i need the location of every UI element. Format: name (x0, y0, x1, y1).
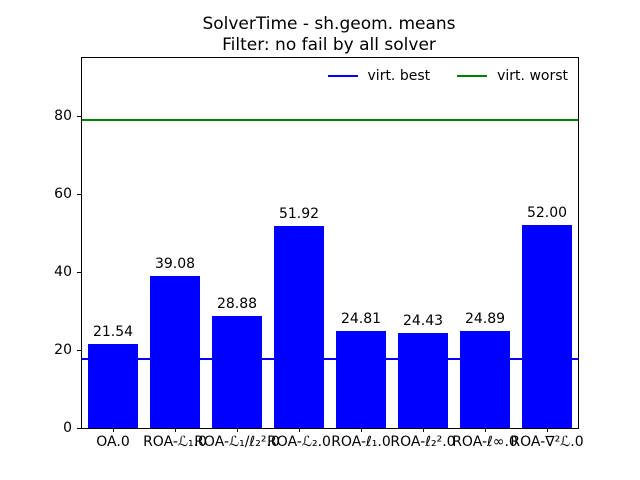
x-tick-label: ROA-ℓ₂².0 (390, 434, 456, 450)
legend-item-virt-best: virt. best (327, 67, 431, 85)
bar-value-label: 24.43 (402, 312, 444, 329)
bar (274, 225, 324, 428)
bar-value-label: 21.54 (92, 324, 134, 341)
legend-label-virt-best: virt. best (367, 68, 431, 84)
bar (212, 315, 262, 428)
x-tick (546, 428, 548, 432)
y-tick (77, 427, 81, 429)
y-tick-label: 0 (63, 420, 72, 436)
bar (336, 331, 386, 428)
y-tick (77, 193, 81, 195)
hline-virt-best (82, 358, 578, 361)
bar-value-label: 28.88 (216, 295, 258, 312)
bar-value-label: 51.92 (278, 205, 320, 222)
y-tick (77, 115, 81, 117)
x-tick-label: ROA-ℒ₁/ℓ₂².0 (194, 434, 280, 450)
legend-item-virt-worst: virt. worst (457, 67, 568, 85)
chart-title: SolverTime - sh.geom. means (202, 14, 456, 34)
title-block: SolverTime - sh.geom. means Filter: no f… (81, 14, 577, 56)
x-tick-label: ROA-ℓ₁.0 (331, 434, 391, 450)
bar-value-label: 52.00 (526, 205, 568, 222)
y-tick-label: 60 (54, 186, 72, 203)
x-tick (298, 428, 300, 432)
bar (460, 331, 510, 428)
virt-worst-line-icon (457, 75, 488, 77)
bar-value-label: 39.08 (154, 255, 196, 272)
x-tick (422, 428, 424, 432)
bar (150, 275, 200, 428)
plot-area: 21.54 39.08 28.88 51.92 24.81 24.43 24.89 52.00… (54, 57, 584, 450)
bar-value-label: 24.81 (340, 311, 382, 328)
bar (522, 225, 572, 428)
y-tick-label: 40 (54, 264, 72, 281)
x-tick (174, 428, 176, 432)
bar (88, 344, 138, 428)
chart-subtitle: Filter: no fail by all solver (222, 35, 436, 55)
y-tick (77, 349, 81, 351)
bar-value-label: 24.89 (464, 311, 506, 328)
bar (398, 332, 448, 428)
x-tick-label: OA.0 (96, 434, 130, 450)
y-tick (77, 271, 81, 273)
legend: virt. best virt. worst (327, 67, 568, 85)
x-tick-label: ROA-ℒ₁.0 (143, 434, 207, 450)
x-tick-label: ROA-∇²ℒ.0 (510, 434, 584, 450)
x-tick (360, 428, 362, 432)
x-tick (484, 428, 486, 432)
x-tick (236, 428, 238, 432)
x-tick (112, 428, 114, 432)
legend-label-virt-worst: virt. worst (497, 68, 568, 84)
x-tick-label: ROA-ℓ∞.0 (452, 434, 518, 450)
x-tick-label: ROA-ℒ₂.0 (267, 434, 331, 450)
y-tick-label: 80 (54, 108, 72, 125)
y-tick-label: 20 (54, 342, 72, 359)
virt-best-line-icon (327, 75, 358, 77)
hline-virt-worst (82, 119, 578, 122)
